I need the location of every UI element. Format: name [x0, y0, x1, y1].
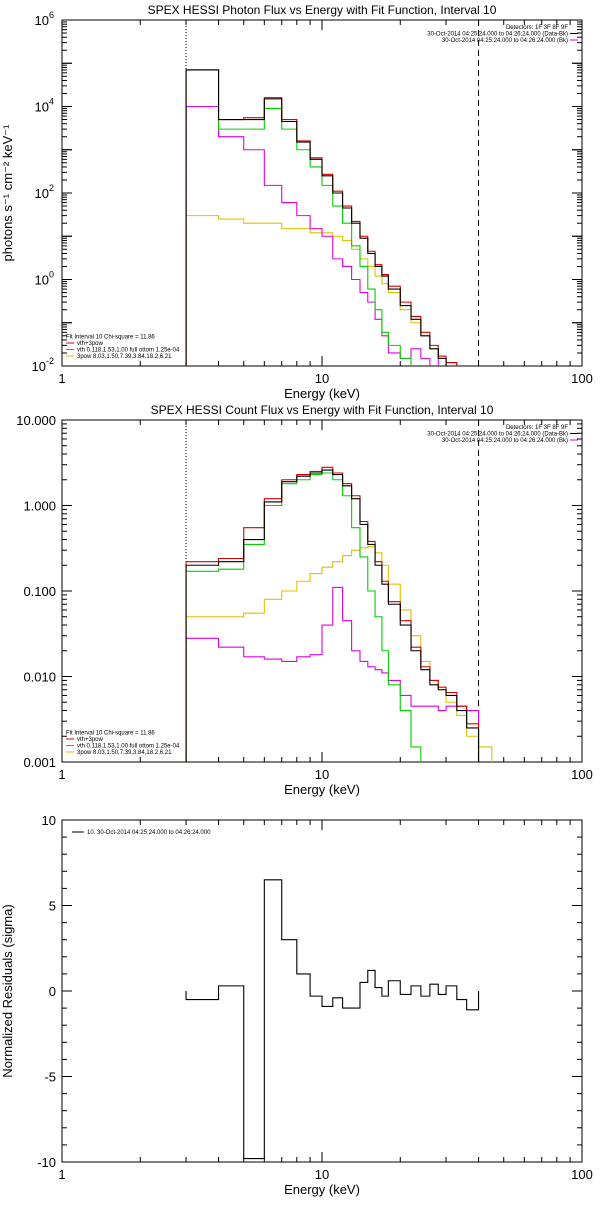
y-tick-label: 102 — [35, 183, 54, 201]
x-tick-label: 10 — [315, 1167, 329, 1182]
x-axis-label: Energy (keV) — [284, 782, 360, 797]
y-tick-label: 0 — [49, 984, 56, 999]
y-tick-label: 10.000 — [16, 413, 56, 428]
x-tick-label: 1 — [58, 371, 65, 386]
x-axis-label: Energy (keV) — [284, 386, 360, 401]
plot-frame — [61, 19, 583, 367]
series-line-vth — [185, 69, 412, 366]
chart-title: SPEX HESSI Photon Flux vs Energy with Fi… — [148, 3, 497, 17]
legend-entry: 30-Oct-2014 04:25:24.000 to 04:26:24.000… — [427, 32, 568, 38]
legend-entry: Detectors: 1F 3F 8F 9F — [506, 425, 568, 431]
legend-entry: 30-Oct-2014 04:25:24.000 to 04:26:24.000… — [442, 438, 568, 444]
legend-entry: 3pow 8.03,1.50,7.39,3.84,18.2,6.21 — [77, 750, 172, 756]
y-tick-label: 104 — [35, 97, 54, 115]
x-tick-label: 10 — [315, 371, 329, 386]
y-tick-label: 0.010 — [23, 670, 56, 685]
x-tick-label: 1 — [58, 767, 65, 782]
x-tick-label: 100 — [571, 371, 593, 386]
series-line-3pow — [185, 546, 493, 762]
legend-entry: vth+3pow — [77, 737, 104, 743]
y-tick-exponent: 6 — [49, 10, 54, 20]
y-tick-label: 10-2 — [32, 356, 54, 374]
y-tick-base: 10 — [35, 100, 49, 115]
series-group — [185, 879, 480, 1160]
y-tick-exponent: -2 — [46, 356, 54, 366]
series-group — [185, 466, 493, 762]
y-tick-base: 10 — [35, 13, 49, 28]
y-tick-label: 10 — [42, 813, 56, 828]
y-tick-label: 0.001 — [23, 755, 56, 770]
x-tick-label: 100 — [571, 1167, 593, 1182]
legend-entry: 30-Oct-2014 04:25:24.000 to 04:26:24.000… — [427, 432, 568, 438]
series-line-vth — [185, 472, 422, 762]
legend-entry: 3pow 8.03,1.50,7.39,3.84,18.2,6.21 — [77, 354, 172, 360]
y-tick-base: 10 — [35, 186, 49, 201]
x-tick-label: 100 — [571, 767, 593, 782]
chart-title: SPEX HESSI Count Flux vs Energy with Fit… — [151, 403, 494, 417]
legend-entry: 10. 30-Oct-2014 04:25:24.000 to 04:26:24… — [87, 830, 211, 836]
chart-panel-2: 1 10 100 0.001 0.010 0.100 1.000 10.000 SPEX HES… — [16, 403, 593, 797]
series-line-bk — [185, 586, 480, 762]
y-tick-exponent: 2 — [49, 183, 54, 193]
legend-entry: vth 0.118,1.53,1.00 full ottom 1.25e-04 — [77, 744, 180, 750]
series-line-vth-3pow — [185, 69, 458, 366]
y-tick-exponent: 4 — [49, 97, 54, 107]
x-axis-label: Energy (keV) — [284, 1182, 360, 1197]
y-tick-base: 10 — [32, 359, 46, 374]
legend-entry: Fit Interval 10 Chi-square = 11.86 — [66, 731, 155, 737]
series-group — [185, 69, 458, 366]
legend-entry: vth+3pow — [77, 341, 104, 347]
series-line-data-bk — [185, 469, 480, 762]
x-tick-label: 1 — [58, 1167, 65, 1182]
y-tick-label: 106 — [35, 10, 54, 28]
y-axis-label: photons s⁻¹ cm⁻² keV⁻¹ — [0, 124, 15, 262]
legend-entry: vth 0.118,1.53,1.00 full ottom 1.25e-04 — [77, 348, 180, 354]
y-tick-label: -10 — [37, 1155, 56, 1170]
y-tick-label: 5 — [49, 899, 56, 914]
series-line-data-bk — [185, 69, 447, 366]
y-tick-label: 1.000 — [23, 499, 56, 514]
legend-entry: Detectors: 1F 3F 8F 9F — [506, 25, 568, 31]
series-line-residuals — [185, 879, 480, 1160]
y-tick-label: 0.100 — [23, 584, 56, 599]
legend-entry: Fit Interval 10 Chi-square = 11.86 — [66, 335, 155, 341]
y-tick-exponent: 0 — [49, 270, 54, 280]
y-tick-label: 100 — [35, 270, 54, 288]
x-tick-label: 10 — [315, 767, 329, 782]
series-line-bk — [185, 105, 458, 366]
legend-entry: 30-Oct-2014 04:25:24.000 to 04:26:24.000… — [442, 38, 568, 44]
y-axis-label: Normalized Residuals (sigma) — [0, 904, 15, 1077]
plot-frame — [61, 819, 583, 1163]
y-tick-base: 10 — [35, 273, 49, 288]
y-tick-label: -5 — [44, 1070, 56, 1085]
series-line-3pow — [185, 215, 447, 366]
